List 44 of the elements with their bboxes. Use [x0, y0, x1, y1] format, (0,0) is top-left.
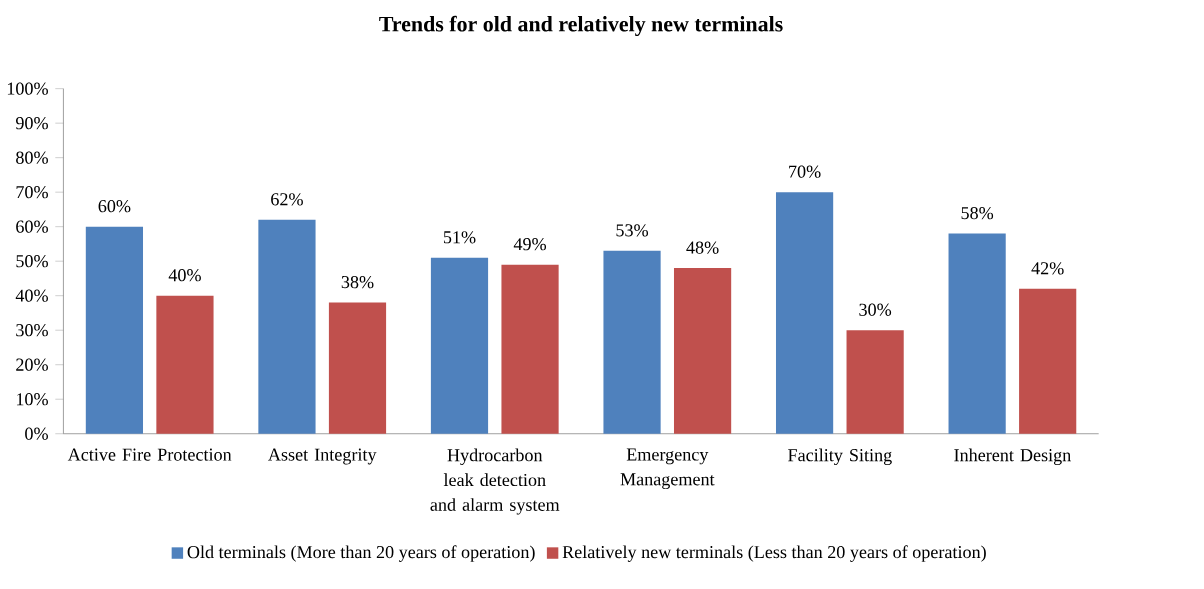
- legend-label: Relatively new terminals (Less than 20 years of operation): [562, 545, 986, 562]
- data-label: 60%: [98, 200, 131, 213]
- bar: [85, 226, 144, 434]
- x-tick-label: Hydrocarbon leak detection and alarm system: [430, 448, 560, 515]
- data-label: 62%: [271, 193, 303, 206]
- data-label: 40%: [168, 269, 201, 282]
- y-tick-label: 100%: [7, 82, 48, 95]
- bar: [775, 192, 834, 434]
- x-tick-label: Facility Siting: [788, 448, 892, 465]
- data-label: 51%: [443, 231, 476, 244]
- chart-title: Trends for old and relatively new terminals: [379, 15, 783, 36]
- y-tick-label: 30%: [16, 324, 48, 337]
- x-tick-label: Inherent Design: [954, 448, 1071, 465]
- y-tick-label: 10%: [16, 393, 48, 406]
- bar: [501, 264, 559, 434]
- legend-label: Old terminals (More than 20 years of operation): [187, 545, 535, 562]
- data-label: 49%: [513, 237, 547, 251]
- data-label: 38%: [341, 275, 374, 289]
- data-label: 53%: [616, 224, 649, 237]
- data-label: 70%: [789, 165, 821, 178]
- x-tick-label: Asset Integrity: [268, 448, 377, 465]
- bar: [673, 268, 732, 434]
- x-tick-label: Emergency Management: [620, 448, 715, 490]
- bar: [328, 302, 387, 434]
- data-label: 58%: [961, 206, 994, 220]
- x-tick-label: Active Fire Protection: [67, 448, 232, 461]
- y-tick-label: 90%: [15, 116, 48, 130]
- bar: [1019, 288, 1077, 434]
- y-tick-label: 70%: [16, 185, 48, 199]
- bar: [603, 250, 661, 434]
- y-tick-label: 0%: [25, 427, 48, 440]
- y-tick-label: 50%: [16, 255, 48, 268]
- data-label: 30%: [859, 303, 892, 316]
- data-label: 42%: [1031, 262, 1064, 275]
- y-tick-label: 40%: [15, 289, 48, 302]
- y-tick-label: 20%: [16, 358, 48, 371]
- bar: [258, 219, 316, 434]
- y-tick-label: 60%: [16, 220, 48, 233]
- y-tick-label: 80%: [16, 151, 48, 164]
- bar: [156, 295, 214, 434]
- data-label: 48%: [686, 241, 719, 254]
- bar: [846, 330, 904, 434]
- bar: [948, 233, 1006, 434]
- bar: [430, 257, 489, 434]
